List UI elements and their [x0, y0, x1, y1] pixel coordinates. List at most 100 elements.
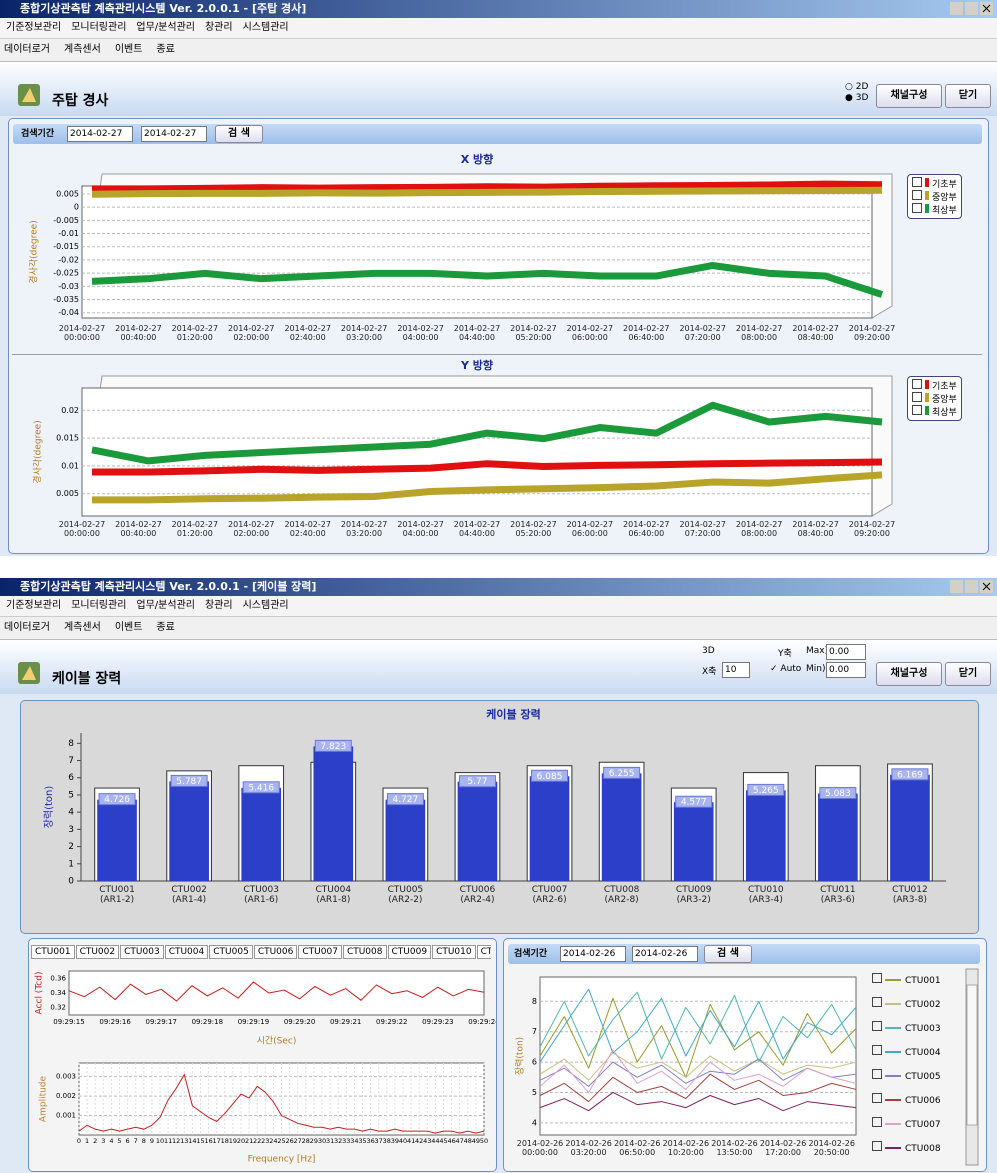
menu-item[interactable]: 업무/분석관리 [136, 22, 195, 33]
auto-checkbox[interactable]: ✓ Auto [770, 664, 802, 674]
tab-strip: CTU001 CTU002 CTU003 CTU004 CTU005 CTU006 CTU0… [31, 945, 491, 961]
x-axis-input[interactable]: 10 [722, 662, 750, 678]
x-tick-label: 2014-02-26 17:20:00 [759, 1139, 807, 1157]
legend-label: 기초부 [932, 382, 957, 392]
tool-button[interactable]: 데이터로거 [4, 44, 50, 55]
x-tick-label: 50 [480, 1137, 488, 1145]
legend-item[interactable]: 기초부 [912, 379, 957, 392]
x-tick-label: 28 [302, 1137, 310, 1145]
button[interactable]: 닫기 [945, 662, 991, 686]
x-tick-label: 41 [407, 1137, 415, 1145]
button[interactable]: 채널구성 [876, 662, 942, 686]
tool-button[interactable]: 종료 [156, 44, 175, 55]
menu-item[interactable]: 시스템관리 [242, 22, 289, 33]
y-tick-label: -0.005 [53, 216, 79, 225]
tab[interactable]: CTU009 [387, 945, 432, 959]
legend-label: 최상부 [932, 206, 957, 216]
tab[interactable]: CTU004 [164, 945, 209, 959]
legend-item[interactable]: CTU003 [872, 1017, 941, 1041]
window-controls[interactable] [950, 2, 994, 19]
tool-button[interactable]: 이벤트 [114, 44, 143, 55]
x-tick-label: 49 [472, 1137, 480, 1145]
chart: 검색기간 2014-02-26 2014-02-26 검 색 4 5 6 7 8 장력(t… [503, 938, 987, 1172]
tab[interactable]: CTU006 [253, 945, 298, 959]
legend-item[interactable]: 최상부 [912, 203, 957, 216]
menu-item[interactable]: 모니터링관리 [71, 600, 127, 611]
menu-item[interactable]: 창관리 [204, 22, 233, 33]
y-tick-label: -0.03 [58, 282, 79, 291]
legend-item[interactable]: CTU006 [872, 1089, 941, 1113]
menu-item[interactable]: 모니터링관리 [71, 22, 127, 33]
max-input[interactable]: 0.00 [826, 644, 866, 660]
data-line [539, 1058, 857, 1087]
option-label: 2D [855, 82, 869, 92]
plot-area [81, 185, 873, 319]
legend-item[interactable]: 중앙부 [912, 190, 957, 203]
x-tick-label: 33 [342, 1137, 350, 1145]
search-button[interactable]: 검 색 [215, 125, 263, 143]
date-to[interactable]: 2014-02-27 [141, 126, 207, 142]
x-tick-label: 2014-02-26 03:20:00 [565, 1139, 612, 1157]
button[interactable]: 닫기 [945, 84, 991, 108]
view-3d[interactable]: 3D [702, 646, 715, 656]
min-input[interactable]: 0.00 [826, 662, 866, 678]
bar [313, 746, 354, 881]
menu-item[interactable]: 기준정보관리 [6, 22, 62, 33]
tab[interactable]: CTU007 [298, 945, 342, 959]
legend-label: CTU001 [905, 976, 941, 986]
tab[interactable]: CTU002 [75, 945, 120, 959]
option[interactable]: ○ 2D [845, 82, 869, 92]
tab[interactable]: CTU010 [432, 945, 476, 959]
x-tick-label: 0 [77, 1137, 81, 1145]
tab[interactable]: CTU001 [31, 945, 75, 959]
legend-label: CTU006 [905, 1096, 941, 1106]
x-tick-label: 2014-02-27 02:40:00 [284, 324, 331, 342]
search-button[interactable]: 검 색 [704, 945, 752, 963]
legend-item[interactable]: CTU001 [872, 969, 941, 993]
menu-item[interactable]: 업무/분석관리 [136, 600, 195, 611]
x-tick-label: 46 [447, 1137, 455, 1145]
date-from[interactable]: 2014-02-27 [67, 126, 133, 142]
legend-item[interactable]: CTU002 [872, 993, 941, 1017]
y-tick-label: 7 [532, 1027, 537, 1036]
legend-item[interactable]: CTU007 [872, 1113, 941, 1137]
legend-item[interactable]: 최상부 [912, 405, 957, 418]
tool-button[interactable]: 데이터로거 [4, 622, 50, 633]
legend-item[interactable]: 중앙부 [912, 392, 957, 405]
legend-swatch [925, 393, 929, 402]
option[interactable]: ● 3D [845, 93, 869, 103]
tool-button[interactable]: 종료 [156, 622, 175, 633]
legend-item[interactable]: CTU008 [872, 1137, 941, 1161]
view-toggle[interactable]: ○ 2D ● 3D [845, 82, 868, 104]
tab[interactable]: CTU005 [209, 945, 253, 959]
x-tick-label: 09:29:22 [376, 1018, 407, 1026]
menu-item[interactable]: 창관리 [204, 600, 233, 611]
menu-item[interactable]: 기준정보관리 [6, 600, 62, 611]
legend-swatch [925, 380, 929, 389]
tab[interactable]: CTU008 [342, 945, 387, 959]
tab[interactable]: CTU003 [120, 945, 164, 959]
x-tick-label: 2014-02-26 06:50:00 [613, 1139, 661, 1157]
x-tick-label: 09:29:23 [422, 1018, 453, 1026]
y-axis-label: 장력(ton) [43, 786, 55, 829]
menu-item[interactable]: 시스템관리 [242, 600, 289, 611]
date-from[interactable]: 2014-02-26 [560, 946, 626, 962]
date-to[interactable]: 2014-02-26 [632, 946, 698, 962]
legend-item[interactable]: 기초부 [912, 177, 957, 190]
window-controls[interactable] [950, 580, 994, 597]
value-label-bg [819, 787, 857, 800]
y-axis-label: 장력(ton) [514, 1037, 526, 1075]
x-tick-label: CTU004 (AR1-8) [315, 885, 352, 905]
data-line [539, 1073, 857, 1103]
tool-button[interactable]: 이벤트 [114, 622, 143, 633]
tool-button[interactable]: 계측센서 [64, 44, 101, 55]
button[interactable]: 채널구성 [876, 84, 942, 108]
tool-button[interactable]: 계측센서 [64, 622, 101, 633]
legend-checkbox [872, 1045, 882, 1055]
tab[interactable]: CTU011 [476, 945, 491, 959]
legend-item[interactable]: CTU004 [872, 1041, 941, 1065]
x-tick-label: 45 [439, 1137, 447, 1145]
x-tick-label: 24 [269, 1137, 277, 1145]
legend-item[interactable]: CTU005 [872, 1065, 941, 1089]
x-tick-label: 43 [423, 1137, 431, 1145]
